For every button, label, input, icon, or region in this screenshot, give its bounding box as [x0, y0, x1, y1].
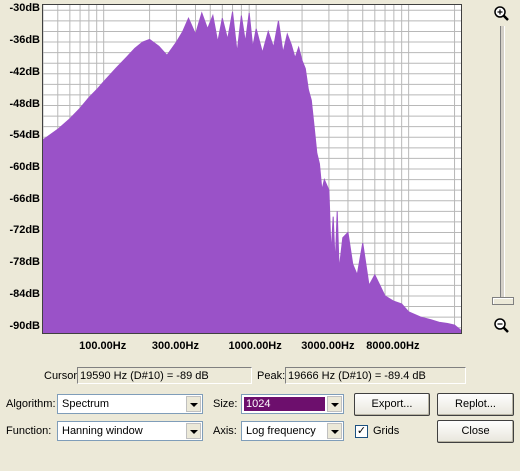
spectrum-plot[interactable] [42, 4, 462, 334]
y-tick-label: -66dB [9, 192, 40, 205]
y-tick-label: -48dB [9, 97, 40, 110]
cursor-readout: 19590 Hz (D#10) = -89 dB [77, 367, 252, 384]
spectrum-area [43, 11, 461, 333]
cursor-label: Cursor: [44, 370, 81, 382]
y-tick-label: -72dB [9, 224, 40, 237]
grids-checkbox[interactable]: ✓ [355, 425, 368, 438]
x-tick-label: 3000.00Hz [301, 340, 355, 352]
chevron-down-icon[interactable] [186, 423, 201, 439]
y-tick-label: -36dB [9, 34, 40, 47]
zoom-in-icon [494, 6, 509, 21]
x-tick-label: 100.00Hz [79, 340, 127, 352]
size-label: Size: [213, 398, 238, 410]
export-button[interactable]: Export... [354, 393, 430, 416]
size-select[interactable]: 1024 [241, 394, 344, 414]
y-tick-label: -42dB [9, 65, 40, 78]
algorithm-label: Algorithm: [6, 398, 56, 410]
function-select[interactable]: Hanning window [57, 421, 203, 441]
y-tick-label: -84dB [9, 287, 40, 300]
x-tick-label: 1000.00Hz [228, 340, 282, 352]
y-tick-label: -54dB [9, 129, 40, 142]
zoom-out-button[interactable] [491, 316, 511, 336]
y-tick-label: -30dB [9, 2, 40, 15]
y-tick-label: -60dB [9, 161, 40, 173]
zoom-slider-track[interactable] [500, 26, 505, 298]
axis-select[interactable]: Log frequency [241, 421, 344, 441]
y-tick-label: -90dB [9, 319, 40, 332]
peak-label: Peak: [257, 370, 286, 382]
x-tick-label: 8000.00Hz [366, 340, 420, 352]
chevron-down-icon[interactable] [327, 423, 342, 439]
chevron-down-icon[interactable] [327, 396, 342, 412]
axis-value: Log frequency [246, 425, 316, 437]
function-label: Function: [6, 425, 52, 437]
algorithm-select[interactable]: Spectrum [57, 394, 203, 414]
grids-label: Grids [373, 425, 400, 437]
function-value: Hanning window [62, 425, 143, 437]
zoom-slider-thumb[interactable] [492, 297, 514, 305]
zoom-out-icon [494, 318, 509, 333]
close-button[interactable]: Close [437, 420, 514, 443]
spectrum-plot-svg [43, 5, 461, 333]
size-value: 1024 [244, 397, 325, 411]
axis-label: Axis: [213, 425, 237, 437]
chevron-down-icon[interactable] [186, 396, 201, 412]
x-tick-label: 300.00Hz [151, 340, 199, 352]
zoom-in-button[interactable] [491, 4, 511, 24]
replot-button[interactable]: Replot... [437, 393, 514, 416]
peak-readout: 19666 Hz (D#10) = -89.4 dB [285, 367, 466, 384]
algorithm-value: Spectrum [62, 398, 110, 410]
y-tick-label: -78dB [9, 256, 40, 269]
